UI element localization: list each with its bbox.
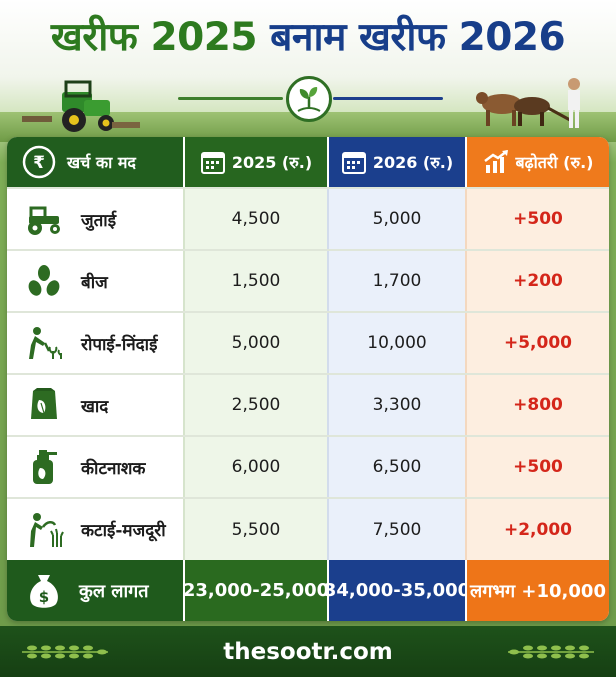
page-title: खरीफ 2025 बनाम खरीफ 2026 xyxy=(0,12,616,64)
total-row: $ कुल लागत 23,000-25,000 34,000-35,000 ल… xyxy=(7,560,609,621)
trend-up-icon xyxy=(483,150,508,173)
header-increase-label: बढ़ोतरी (रु.) xyxy=(515,153,594,172)
row-increase-value: +500 xyxy=(513,457,563,477)
header-2026-label: 2026 (रु.) xyxy=(372,153,454,172)
title-divider-right xyxy=(333,97,443,100)
row-increase-value: +800 xyxy=(513,395,563,415)
row-2025-value: 2,500 xyxy=(231,395,281,415)
table-row: बीज 1,500 1,700 +200 xyxy=(7,249,609,311)
row-increase-cell: +2,000 xyxy=(465,499,609,560)
row-item-label: रोपाई-निंदाई xyxy=(81,334,158,355)
row-item-label: कीटनाशक xyxy=(81,458,146,479)
row-2026-value: 7,500 xyxy=(372,519,422,540)
total-increase-value: लगभग +10,000 xyxy=(470,580,606,602)
row-increase-value: +2,000 xyxy=(503,519,573,540)
total-label-cell: $ कुल लागत xyxy=(7,560,183,621)
title-kharif-2026: खरीफ 2026 xyxy=(359,15,566,60)
row-2026-value: 6,500 xyxy=(372,457,422,477)
table-row: कटाई-मजदूरी 5,500 7,500 +2,000 xyxy=(7,497,609,560)
row-2026-cell: 5,000 xyxy=(327,189,465,249)
calendar-icon xyxy=(200,152,225,174)
header-item-label: खर्च का मद xyxy=(67,153,136,172)
row-2026-cell: 7,500 xyxy=(327,499,465,560)
header-2025: 2025 (रु.) xyxy=(183,137,327,187)
oxen-plough-icon xyxy=(476,78,580,128)
title-kharif-2025: खरीफ 2025 xyxy=(50,15,258,60)
tractor-scene-icon xyxy=(22,80,140,132)
table-row: जुताई 4,500 5,000 +500 xyxy=(7,187,609,249)
table-row: खाद 2,500 3,300 +800 xyxy=(7,373,609,435)
svg-text:₹: ₹ xyxy=(33,153,45,173)
row-2025-value: 5,000 xyxy=(231,333,281,353)
row-2026-value: 5,000 xyxy=(372,209,422,229)
row-item-cell: रोपाई-निंदाई xyxy=(7,313,183,373)
row-2026-value: 10,000 xyxy=(367,333,427,353)
row-item-label: कटाई-मजदूरी xyxy=(81,521,166,541)
header-item: ₹ खर्च का मद xyxy=(7,137,183,187)
total-increase-cell: लगभग +10,000 xyxy=(465,560,609,621)
table-row: कीटनाशक 6,000 6,500 +500 xyxy=(7,435,609,497)
title-versus: बनाम xyxy=(270,15,346,60)
row-increase-cell: +800 xyxy=(465,375,609,435)
wheat-decoration-right-icon xyxy=(508,645,594,659)
total-2026-cell: 34,000-35,000 xyxy=(324,560,470,621)
row-2026-cell: 3,300 xyxy=(327,375,465,435)
svg-text:$: $ xyxy=(39,588,49,606)
fertilizer-bag-icon xyxy=(21,385,67,425)
row-2025-cell: 6,000 xyxy=(183,437,327,497)
header-increase: बढ़ोतरी (रु.) xyxy=(465,137,609,187)
pesticide-sprayer-icon xyxy=(21,447,67,487)
header-2025-label: 2025 (रु.) xyxy=(231,153,313,172)
row-increase-value: +5,000 xyxy=(503,333,573,353)
title-divider-left xyxy=(178,97,283,100)
footer-site[interactable]: thesootr.com xyxy=(223,638,393,665)
row-increase-value: +200 xyxy=(513,271,563,291)
row-2025-cell: 1,500 xyxy=(183,251,327,311)
row-2026-cell: 10,000 xyxy=(327,313,465,373)
row-item-cell: कटाई-मजदूरी xyxy=(7,499,183,560)
row-increase-value: +500 xyxy=(513,209,563,229)
total-2025-value: 23,000-25,000 xyxy=(182,580,330,601)
row-2025-value: 6,000 xyxy=(231,457,281,477)
tractor-icon xyxy=(21,199,67,239)
row-2026-value: 3,300 xyxy=(372,395,422,415)
header-2026: 2026 (रु.) xyxy=(327,137,465,187)
total-2026-value: 34,000-35,000 xyxy=(323,580,471,601)
harvest-sickle-icon xyxy=(21,510,67,550)
row-increase-cell: +500 xyxy=(465,189,609,249)
row-2025-cell: 2,500 xyxy=(183,375,327,435)
row-2026-cell: 6,500 xyxy=(327,437,465,497)
row-increase-cell: +5,000 xyxy=(465,313,609,373)
wheat-decoration-left-icon xyxy=(22,645,108,659)
row-2025-cell: 5,500 xyxy=(183,499,327,560)
seeds-icon xyxy=(21,261,67,301)
row-item-cell: कीटनाशक xyxy=(7,437,183,497)
row-item-label: खाद xyxy=(81,396,109,417)
table-header-row: ₹ खर्च का मद 2025 (रु.) 2026 (रु.) xyxy=(7,137,609,187)
row-2025-cell: 5,000 xyxy=(183,313,327,373)
row-2025-value: 4,500 xyxy=(231,209,281,229)
rupee-icon: ₹ xyxy=(22,145,56,179)
row-item-label: जुताई xyxy=(81,210,117,231)
cost-comparison-table: ₹ खर्च का मद 2025 (रु.) 2026 (रु.) xyxy=(7,137,609,621)
calendar-icon xyxy=(341,152,366,174)
row-2025-cell: 4,500 xyxy=(183,189,327,249)
row-item-cell: बीज xyxy=(7,251,183,311)
money-bag-icon: $ xyxy=(21,571,67,611)
row-item-cell: जुताई xyxy=(7,189,183,249)
total-2025-cell: 23,000-25,000 xyxy=(182,560,330,621)
row-increase-cell: +500 xyxy=(465,437,609,497)
row-2026-value: 1,700 xyxy=(372,271,422,291)
row-item-label: बीज xyxy=(81,272,108,293)
row-2025-value: 5,500 xyxy=(231,519,281,540)
row-2025-value: 1,500 xyxy=(231,271,281,291)
total-label: कुल लागत xyxy=(79,580,149,602)
footer: thesootr.com xyxy=(0,626,616,677)
sprout-emblem-icon xyxy=(286,76,332,122)
farmer-planting-icon xyxy=(21,323,67,363)
row-increase-cell: +200 xyxy=(465,251,609,311)
table-row: रोपाई-निंदाई 5,000 10,000 +5,000 xyxy=(7,311,609,373)
row-item-cell: खाद xyxy=(7,375,183,435)
row-2026-cell: 1,700 xyxy=(327,251,465,311)
